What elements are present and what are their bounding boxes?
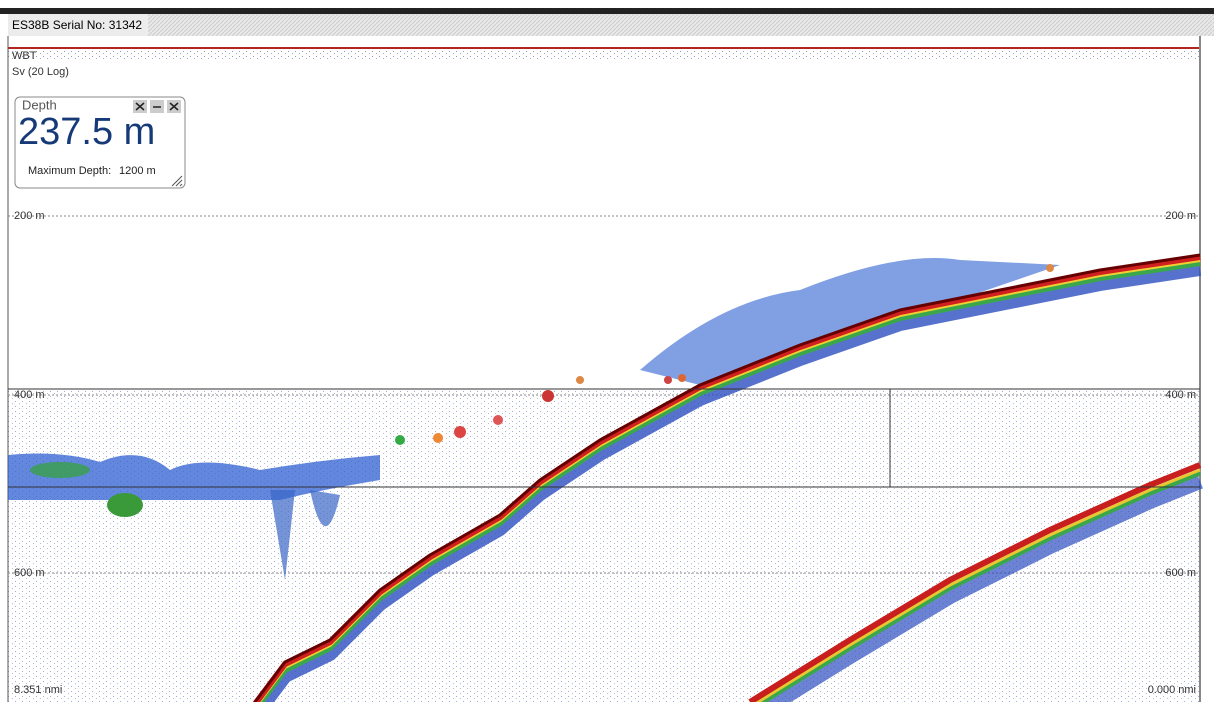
distance-start: 8.351 nmi	[14, 684, 62, 696]
sv-label: Sv (20 Log)	[12, 66, 69, 78]
max-depth-label: Maximum Depth:	[28, 165, 111, 177]
depth-label-left: 200 m	[14, 210, 45, 222]
surface-noise	[8, 50, 1200, 60]
depth-label-right: 400 m	[1165, 389, 1196, 401]
panel-frame	[14, 96, 186, 189]
depth-label-left: 600 m	[14, 567, 45, 579]
wbt-label: WBT	[12, 50, 37, 62]
bottom-echo	[252, 253, 1202, 707]
depth-label-right: 200 m	[1165, 210, 1196, 222]
top-border	[0, 8, 1214, 14]
panel-title: Depth	[22, 97, 57, 112]
depth-panel: Depth 237.5 m Maximum Depth: 1200 m	[14, 96, 186, 189]
button-icons	[135, 102, 179, 111]
depth-label-right: 600 m	[1165, 567, 1196, 579]
depth-value: 237.5 m	[18, 111, 155, 153]
window-title: ES38B Serial No: 31342	[12, 18, 142, 32]
title-bar	[8, 14, 1214, 36]
title-bg	[8, 14, 148, 36]
depth-label-left: 400 m	[14, 389, 45, 401]
max-depth-value: 1200 m	[119, 165, 156, 177]
resize-grip[interactable]	[171, 175, 183, 187]
fish-layer	[8, 258, 1060, 580]
distance-end: 0.000 nmi	[1148, 684, 1196, 696]
